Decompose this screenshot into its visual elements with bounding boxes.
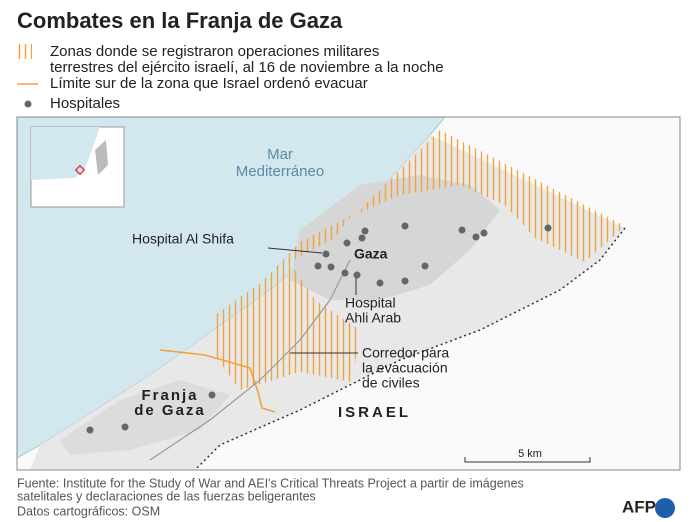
label: Hospital: [345, 295, 396, 311]
operations-zone: [355, 130, 625, 262]
label: ISRAEL: [338, 404, 411, 421]
source: Fuente: Institute for the Study of War a…: [17, 476, 524, 490]
label: Hospital Al Shifa: [132, 231, 234, 247]
leader: [267, 247, 323, 254]
label: Gaza: [354, 246, 388, 262]
source: satelitales y declaraciones de las fuerz…: [17, 489, 316, 503]
legend-text: Hospitales: [50, 95, 120, 112]
operations-zone: [215, 215, 360, 390]
label: de civiles: [362, 375, 420, 391]
urban: [60, 380, 230, 455]
border: [194, 227, 626, 470]
label: de Gaza: [134, 402, 206, 419]
label: la evacuación: [362, 360, 448, 376]
sea-label: Mar: [267, 146, 293, 163]
evacuation-limit: [159, 349, 276, 413]
map: [17, 117, 680, 470]
label: Ahli Arab: [345, 310, 401, 326]
legend-text: Zonas donde se registraron operaciones m…: [50, 43, 379, 60]
legend-text: terrestres del ejército israelí, al 16 d…: [50, 59, 444, 76]
label: Franja: [141, 387, 198, 404]
inset-land: [95, 140, 108, 175]
scale-bar: [464, 457, 591, 463]
legend-dot: [24, 100, 32, 108]
hospitals: [86, 222, 552, 434]
scale-label: 5 km: [518, 448, 542, 460]
sea-label: Mediterráneo: [236, 163, 324, 180]
corridor-road: [149, 259, 351, 461]
credits: Datos cartográficos: OSM: [17, 504, 160, 518]
inset-sea: [31, 127, 100, 180]
logo-mark: [655, 498, 675, 518]
legend-text: Límite sur de la zona que Israel ordenó …: [50, 75, 368, 92]
title: Combates en la Franja de Gaza: [17, 8, 343, 33]
logo: AFP: [622, 497, 656, 516]
inset-marker: [74, 164, 86, 176]
urban: [290, 175, 500, 300]
label: Corredor para: [362, 345, 449, 361]
map-frame: [16, 116, 681, 471]
legend-hatch: [17, 44, 32, 59]
